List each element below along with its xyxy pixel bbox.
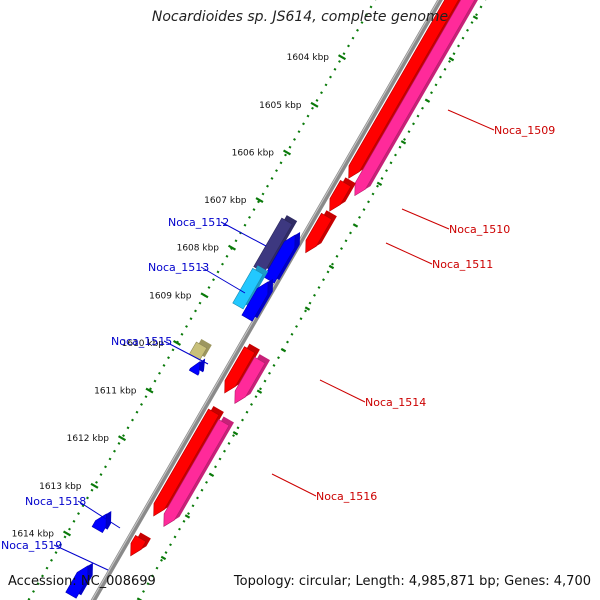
- outer-ring-dash: [352, 223, 359, 228]
- ruler-ring-dots: [27, 0, 487, 600]
- gene-noca-1519: [65, 562, 93, 599]
- scale-tick-label: 1614 kbp: [12, 529, 55, 539]
- gene-noca-1509-magenta: [354, 0, 478, 197]
- gene-arrow-body: [241, 281, 269, 322]
- accession-label: Accession:: [8, 574, 77, 589]
- gene-arrow-body: [329, 179, 352, 212]
- outer-ring-dash: [160, 555, 167, 561]
- label-leader-lines: [53, 109, 495, 571]
- outer-ring-dash: [376, 181, 383, 187]
- gene-noca-1510: [329, 177, 356, 212]
- outer-ring-dash: [208, 472, 215, 478]
- gene-label-noca-1512: Noca_1512: [168, 216, 229, 229]
- gene-noca-1514-magenta: [234, 354, 270, 404]
- gene-arrow-body: [153, 408, 220, 517]
- gene-label-noca-1515: Noca_1515: [111, 335, 172, 348]
- gene-noca-1515-blue: [188, 358, 206, 376]
- scale-tick-mark: [227, 244, 237, 251]
- map-title: Nocardioides sp. JS614, complete genome: [151, 9, 449, 25]
- scale-ticks: 1604 kbp 1605 kbp 1606 kbp 1607 kbp 1608 kbp…: [12, 53, 347, 539]
- leader-noca-1512: [220, 221, 267, 247]
- outer-ruler-dots: [137, 0, 487, 600]
- gene-labels: Noca_1509 Noca_1510 Noca_1511 Noca_1512 Noca…: [1, 124, 555, 552]
- scale-tick-mark: [62, 530, 72, 537]
- scale-tick-label: 1604 kbp: [287, 53, 330, 63]
- leader-noca-1511: [385, 242, 433, 265]
- gene-noca-1509-red: [348, 0, 462, 179]
- scale-tick-label: 1608 kbp: [177, 244, 220, 254]
- gene-label-noca-1518: Noca_1518: [25, 495, 86, 508]
- gene-noca-1516-magenta: [163, 416, 234, 527]
- gene-label-noca-1511: Noca_1511: [432, 258, 493, 271]
- gene-noca-1513-blue: [241, 278, 274, 322]
- gene-features: [65, 0, 478, 599]
- gene-arrow-body: [188, 360, 201, 376]
- gene-arrow-body: [305, 212, 333, 254]
- gene-label-noca-1519: Noca_1519: [1, 539, 62, 552]
- leader-noca-1510: [401, 208, 450, 230]
- scale-tick-mark: [282, 149, 292, 156]
- outer-ring-dash: [328, 264, 335, 270]
- gene-label-noca-1513: Noca_1513: [148, 261, 209, 274]
- gene-arrow-body: [130, 535, 147, 557]
- gene-noca-1514-red: [224, 343, 260, 394]
- leader-noca-1515: [163, 340, 209, 365]
- accession-text: Accession: NC_008699: [8, 574, 156, 589]
- leader-noca-1514: [319, 379, 366, 403]
- gene-noca-1515: [188, 338, 212, 361]
- outer-ring-dash: [304, 306, 311, 311]
- gene-noca-1513: [232, 265, 269, 310]
- gene-block-body: [232, 267, 264, 310]
- outer-ring-dash: [448, 56, 455, 62]
- scale-tick-label: 1606 kbp: [232, 148, 275, 158]
- gene-noca-1511: [305, 210, 337, 254]
- leader-noca-1516: [271, 473, 317, 497]
- scale-tick-mark: [90, 482, 99, 489]
- scale-tick-mark: [255, 197, 264, 204]
- scale-tick-mark: [310, 101, 319, 108]
- gene-label-noca-1509: Noca_1509: [494, 124, 555, 137]
- gene-arrow-body: [234, 356, 266, 404]
- leader-noca-1518: [77, 500, 121, 529]
- gene-arrow-body: [163, 419, 230, 527]
- outer-ring-dash: [184, 514, 191, 519]
- outer-ring-dash: [280, 347, 287, 353]
- scale-tick-label: 1605 kbp: [259, 101, 302, 111]
- gene-noca-1516-red: [153, 406, 224, 517]
- gene-label-noca-1510: Noca_1510: [449, 223, 510, 236]
- gene-arrow-body: [65, 565, 89, 599]
- scale-tick-label: 1612 kbp: [67, 434, 110, 444]
- scale-tick-label: 1613 kbp: [39, 482, 82, 492]
- gene-small-red: [130, 532, 151, 557]
- scale-tick-mark: [117, 435, 127, 442]
- outer-ring-dash: [400, 140, 407, 145]
- scale-tick-label: 1609 kbp: [149, 291, 192, 301]
- outer-ring-dash: [472, 15, 479, 20]
- scale-tick-mark: [337, 54, 347, 61]
- leader-noca-1513: [200, 266, 246, 294]
- accession-value: NC_008699: [80, 574, 156, 589]
- scale-tick-label: 1610 kbp: [122, 339, 165, 349]
- leader-noca-1519: [53, 544, 109, 571]
- outer-ring-dash: [424, 98, 431, 103]
- scale-tick-mark: [145, 387, 154, 394]
- gene-arrow-body: [354, 0, 475, 197]
- scale-tick-mark: [172, 339, 182, 346]
- scale-tick-label: 1607 kbp: [204, 196, 247, 206]
- outer-ring-dash: [232, 431, 239, 436]
- inner-ruler-dots: [27, 0, 377, 600]
- scale-tick-label: 1611 kbp: [94, 387, 137, 397]
- scale-tick-mark: [200, 292, 209, 299]
- gene-arrow-body: [91, 513, 107, 534]
- gene-arrow-body: [224, 346, 256, 394]
- gene-label-noca-1514: Noca_1514: [365, 396, 426, 409]
- gene-noca-1518: [91, 511, 112, 534]
- gene-arrow-body: [348, 0, 459, 179]
- gene-label-noca-1516: Noca_1516: [316, 490, 377, 503]
- outer-ring-dash: [256, 389, 263, 394]
- leader-noca-1509: [447, 109, 495, 131]
- topology-text: Topology: circular; Length: 4,985,871 bp…: [233, 574, 591, 589]
